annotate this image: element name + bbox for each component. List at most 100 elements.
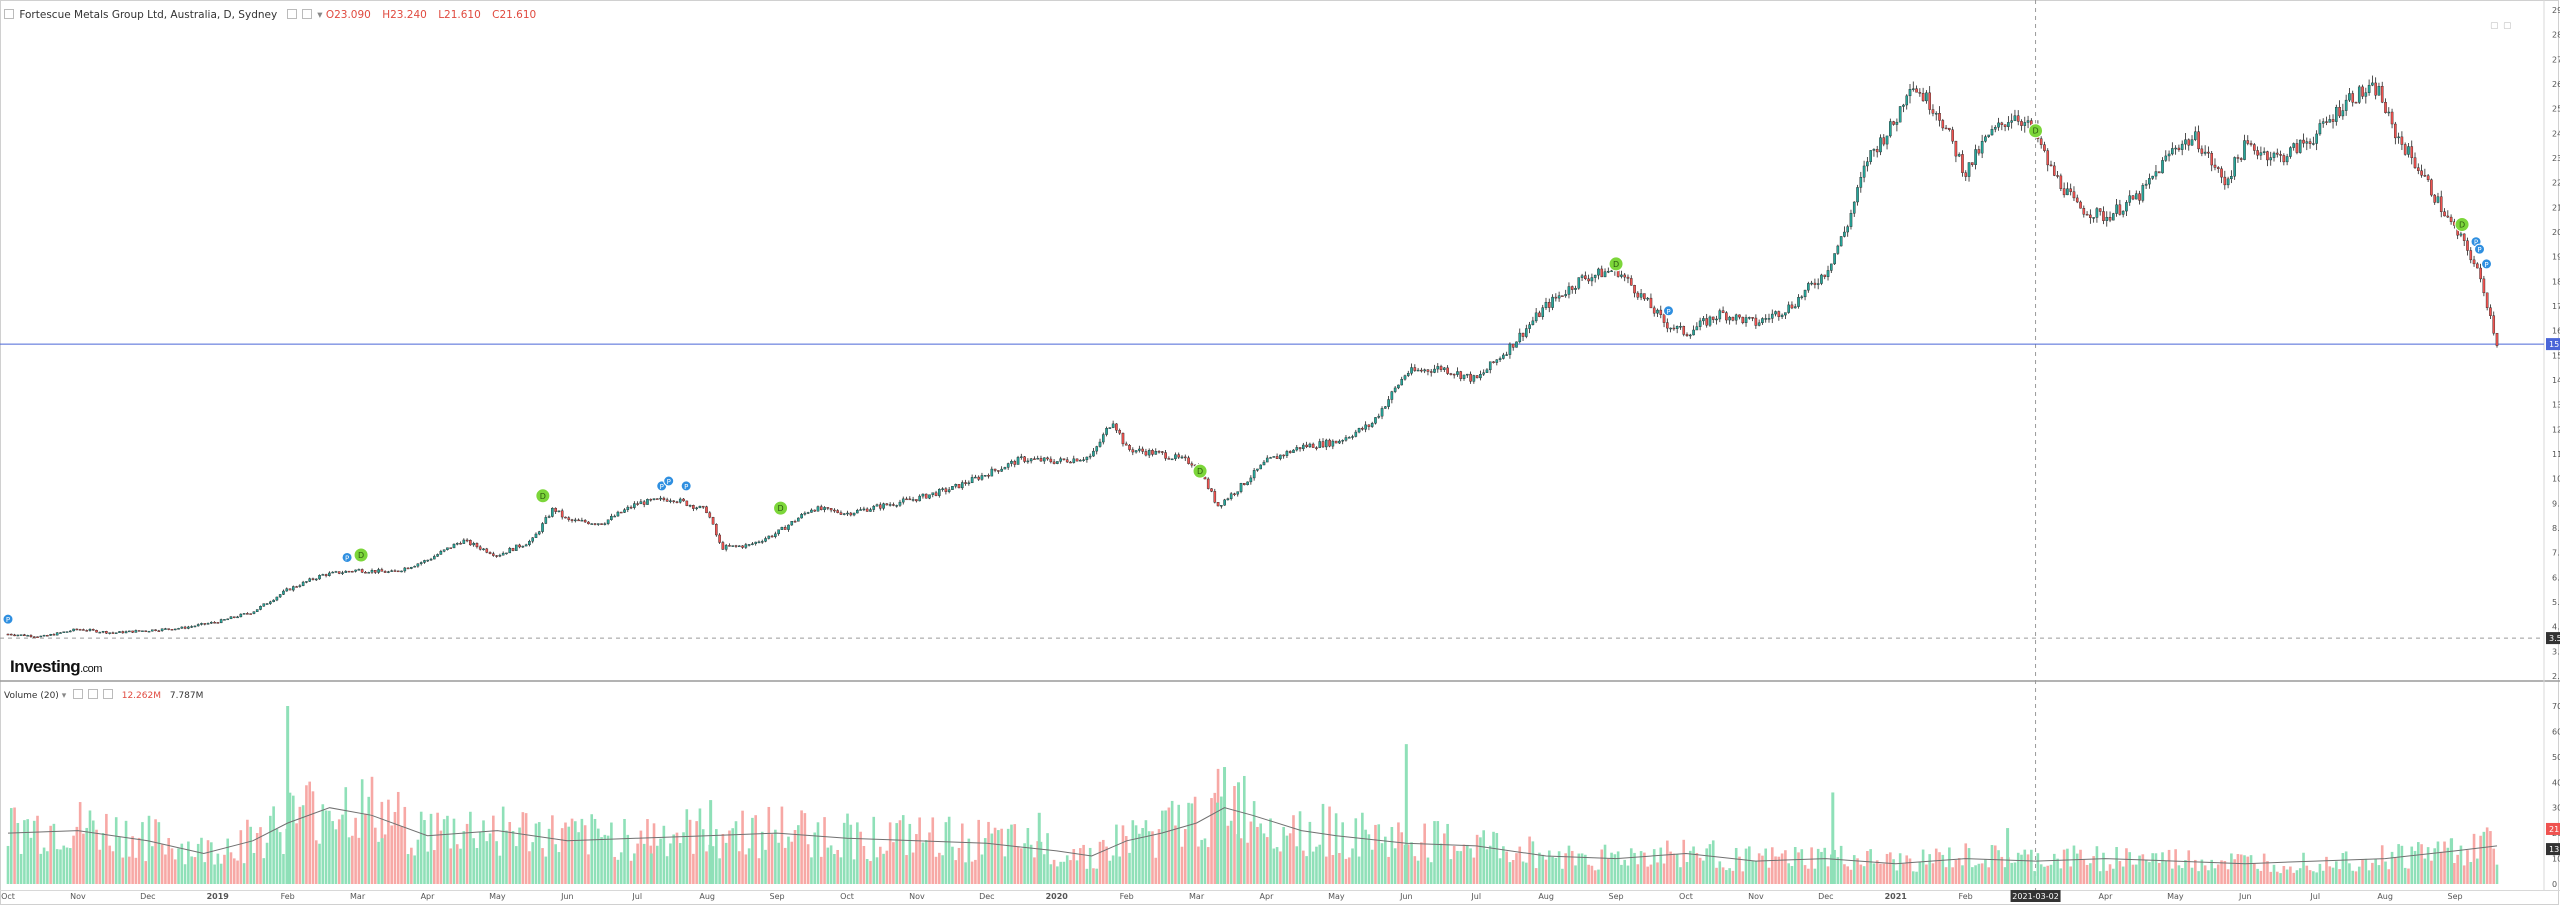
pane-maximize-icon[interactable]: ▢ xyxy=(2490,21,2499,31)
volume-bar xyxy=(987,821,990,884)
volume-bar xyxy=(1334,813,1338,884)
volume-bar xyxy=(390,825,393,884)
volume-hide-icon[interactable] xyxy=(87,689,98,699)
candle-body xyxy=(1538,312,1541,317)
volume-bar xyxy=(95,829,98,884)
volume-bar xyxy=(2489,831,2492,884)
candle-body xyxy=(633,503,636,508)
volume-bar xyxy=(1793,847,1797,884)
volume-bar xyxy=(1554,857,1558,884)
volume-bar xyxy=(1226,825,1230,884)
candle-body xyxy=(1013,461,1017,465)
candle-body xyxy=(2095,208,2099,218)
candle-body xyxy=(1413,367,1417,371)
candle-body xyxy=(1147,450,1151,456)
volume-bar xyxy=(1197,846,1200,884)
volume-bar xyxy=(426,851,430,884)
candle-body xyxy=(2075,197,2079,203)
candle-body xyxy=(718,534,721,543)
candle-body xyxy=(2348,93,2351,101)
volume-bar xyxy=(1695,852,1699,884)
candle-body xyxy=(2049,164,2053,167)
candle-body xyxy=(219,619,223,624)
volume-close-icon[interactable] xyxy=(102,689,113,699)
candle-body xyxy=(272,599,275,603)
candle-body xyxy=(1672,327,1676,330)
volume-bar xyxy=(2380,845,2384,884)
candle-body xyxy=(29,635,33,637)
volume-bar xyxy=(1488,845,1492,884)
candle-body xyxy=(1866,161,1869,167)
volume-bar xyxy=(1852,855,1856,884)
pane-settings-icon[interactable]: ▢ xyxy=(2503,21,2512,31)
candle-body xyxy=(390,570,393,572)
time-tick-label: Jun xyxy=(560,892,574,901)
price-tick-label: 26.000 xyxy=(2552,80,2560,89)
marker-label: D xyxy=(1613,260,1619,269)
candle-body xyxy=(2335,107,2338,122)
close-icon[interactable] xyxy=(301,9,312,19)
volume-bar xyxy=(731,828,735,884)
dropdown-icon[interactable]: ▾ xyxy=(317,9,323,21)
volume-bar xyxy=(2220,860,2223,884)
volume-bar xyxy=(1262,833,1266,884)
candle-body xyxy=(2321,121,2325,124)
candle-body xyxy=(1751,317,1754,319)
candle-body xyxy=(1928,92,1931,110)
volume-bar xyxy=(2167,849,2171,884)
settings-icon[interactable] xyxy=(286,9,297,19)
collapse-icon[interactable] xyxy=(4,9,14,19)
candle-body xyxy=(590,523,594,525)
candle-body xyxy=(892,504,895,506)
volume-bar xyxy=(2371,862,2374,884)
candle-body xyxy=(1167,458,1171,460)
volume-bar xyxy=(2148,862,2151,884)
volume-bar xyxy=(1265,837,1269,884)
volume-bar xyxy=(970,861,974,884)
volume-bar xyxy=(833,854,836,884)
volume-bar xyxy=(2089,863,2092,884)
candle-body xyxy=(65,631,69,633)
volume-bar xyxy=(2384,861,2387,884)
volume-settings-icon[interactable] xyxy=(73,689,84,699)
volume-bar xyxy=(2072,845,2076,884)
volume-bar xyxy=(665,856,669,884)
volume-bar xyxy=(1285,835,1289,884)
candle-body xyxy=(2374,82,2377,96)
candle-body xyxy=(357,569,361,571)
candle-body xyxy=(1587,278,1590,282)
candle-body xyxy=(646,498,649,505)
candle-body xyxy=(1082,459,1085,461)
volume-bar xyxy=(1075,860,1079,884)
marker-label: D xyxy=(777,504,783,513)
volume-bar xyxy=(1380,843,1384,884)
volume-bar xyxy=(1797,852,1800,884)
marker-label: D xyxy=(1197,467,1203,476)
candle-body xyxy=(823,507,826,510)
candle-body xyxy=(1993,127,1997,130)
candle-body xyxy=(1692,329,1695,336)
candle-body xyxy=(2482,278,2486,294)
volume-bar xyxy=(203,862,207,884)
volume-bar xyxy=(1879,863,1882,884)
candle-body xyxy=(505,552,508,555)
candle-body xyxy=(1079,459,1082,462)
volume-bar xyxy=(2377,865,2381,884)
candle-body xyxy=(203,623,207,625)
volume-dropdown-icon[interactable]: ▾ xyxy=(61,691,67,701)
candle-body xyxy=(423,560,426,563)
candle-body xyxy=(2380,86,2384,103)
candle-body xyxy=(1784,312,1787,316)
candle-body xyxy=(1636,292,1640,298)
candle-body xyxy=(662,497,666,500)
candle-body xyxy=(1797,297,1800,307)
candle-body xyxy=(2423,175,2427,177)
volume-bar xyxy=(901,815,905,884)
volume-bar xyxy=(462,831,466,884)
candle-body xyxy=(2102,211,2105,221)
candle-body xyxy=(1659,309,1663,315)
volume-bar xyxy=(685,809,689,884)
volume-bar xyxy=(2157,862,2161,884)
